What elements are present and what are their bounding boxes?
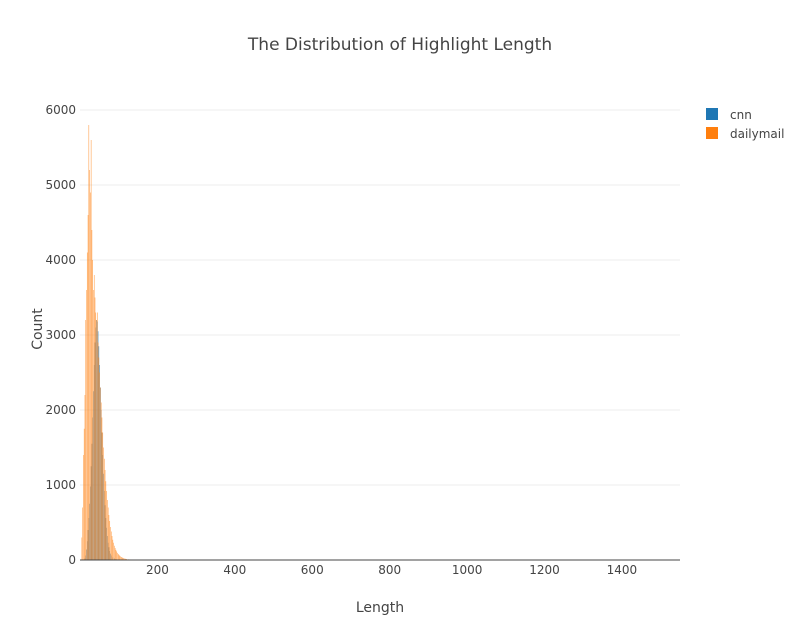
bar-dailymail — [104, 458, 105, 560]
bar-dailymail — [99, 372, 100, 560]
y-tick-label: 0 — [68, 553, 76, 567]
y-tick-label: 1000 — [45, 478, 76, 492]
bar-dailymail — [106, 491, 107, 560]
bar-dailymail — [100, 387, 101, 560]
legend-label-cnn: cnn — [730, 108, 752, 122]
legend-item-dailymail[interactable]: dailymail — [706, 127, 784, 141]
x-tick-label: 800 — [378, 563, 401, 577]
bar-dailymail — [100, 402, 102, 560]
legend-swatch-cnn — [706, 108, 718, 120]
bar-dailymail — [105, 481, 107, 560]
bar-dailymail — [123, 558, 124, 560]
bar-dailymail — [81, 537, 83, 560]
bar-dailymail — [125, 558, 127, 560]
y-tick-label: 5000 — [45, 178, 76, 192]
bar-dailymail — [86, 290, 87, 560]
bar-dailymail — [104, 470, 106, 560]
bar-dailymail — [85, 320, 87, 560]
bar-dailymail — [82, 507, 83, 560]
bar-dailymail — [121, 557, 123, 560]
bar-dailymail — [114, 545, 115, 560]
bar-dailymail — [102, 432, 104, 560]
bar-dailymail — [111, 536, 113, 560]
bar-dailymail — [108, 515, 110, 560]
bar-dailymail — [119, 555, 121, 560]
x-tick-label: 1000 — [452, 563, 483, 577]
y-tick-label: 4000 — [45, 253, 76, 267]
bar-dailymail — [110, 531, 112, 560]
legend[interactable]: cnn dailymail — [706, 108, 784, 141]
bar-dailymail — [121, 557, 122, 560]
bar-dailymail — [118, 554, 120, 560]
bar-dailymail — [83, 455, 84, 560]
bar-dailymail — [115, 549, 117, 560]
legend-swatch-dailymail — [706, 127, 718, 139]
bar-dailymail — [88, 125, 90, 560]
y-axis-title: Count — [30, 308, 46, 350]
bar-dailymail — [96, 320, 97, 560]
bar-dailymail — [113, 542, 114, 560]
bar-dailymail — [124, 558, 126, 560]
bar-dailymail — [98, 357, 100, 560]
x-tick-label: 600 — [301, 563, 324, 577]
bars — [81, 125, 159, 560]
bar-dailymail — [110, 527, 111, 560]
bar-dailymail — [117, 554, 119, 560]
bar-dailymail — [124, 558, 125, 560]
bar-dailymail — [120, 556, 121, 560]
x-tick-label: 400 — [223, 563, 246, 577]
bar-dailymail — [86, 252, 88, 560]
x-tick-label: 1200 — [529, 563, 560, 577]
bar-dailymail — [83, 428, 85, 560]
bar-dailymail — [112, 539, 114, 560]
bar-dailymail — [97, 312, 98, 560]
bar-dailymail — [87, 215, 89, 560]
bar-dailymail — [97, 342, 99, 560]
bar-dailymail — [109, 521, 111, 560]
bar-dailymail — [117, 552, 118, 560]
y-tick-label: 6000 — [45, 103, 76, 117]
bar-dailymail — [101, 417, 103, 560]
bar-dailymail — [114, 548, 116, 560]
bar-dailymail — [95, 312, 97, 560]
chart-title: The Distribution of Highlight Length — [247, 35, 552, 55]
bar-dailymail — [94, 297, 96, 560]
bar-dailymail — [122, 557, 124, 560]
bar-dailymail — [91, 230, 93, 560]
bar-dailymail — [89, 170, 90, 560]
bar-dailymail — [90, 192, 91, 560]
x-tick-label: 200 — [146, 563, 169, 577]
gridlines — [80, 109, 680, 486]
bar-dailymail — [116, 551, 117, 560]
series-dailymail — [81, 125, 159, 560]
y-tick-label: 2000 — [45, 403, 76, 417]
axes: 0 1000 2000 3000 4000 5000 6000 200 400 600 800 100… — [45, 103, 680, 577]
bar-dailymail — [103, 447, 104, 560]
legend-item-cnn[interactable]: cnn — [706, 108, 752, 122]
bar-dailymail — [107, 507, 109, 560]
bar-dailymail — [92, 260, 93, 560]
bar-dailymail — [84, 395, 86, 560]
bar-dailymail — [93, 275, 95, 560]
legend-label-dailymail: dailymail — [730, 127, 784, 141]
bar-dailymail — [93, 290, 94, 560]
x-axis-title: Length — [356, 600, 404, 616]
bar-dailymail — [107, 500, 108, 560]
y-tick-label: 3000 — [45, 328, 76, 342]
x-tick-label: 1400 — [607, 563, 638, 577]
bar-dailymail — [90, 140, 92, 560]
